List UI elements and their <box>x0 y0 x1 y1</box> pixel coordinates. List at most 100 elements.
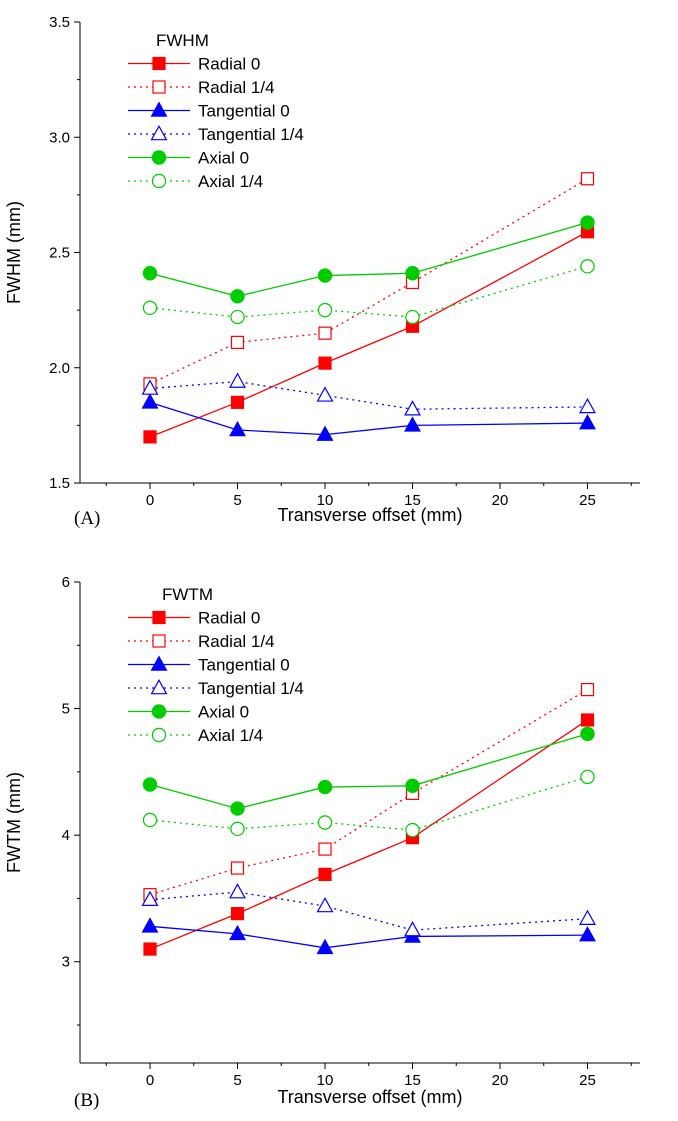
panel-label: (B) <box>74 1090 99 1111</box>
data-point <box>318 326 332 340</box>
legend-title: FWHM <box>156 31 209 50</box>
series-line <box>149 231 588 438</box>
x-tick-label: 25 <box>579 492 596 509</box>
data-point <box>580 682 595 697</box>
legend-marker <box>151 727 167 743</box>
data-point <box>141 917 159 933</box>
data-point <box>141 379 159 395</box>
y-tick-label: 4 <box>62 827 70 844</box>
data-point <box>230 395 245 409</box>
data-point <box>317 302 333 318</box>
data-point <box>230 309 245 325</box>
data-point <box>230 821 245 837</box>
legend-entry: Axial 0 <box>198 703 249 722</box>
legend-entry: Tangential 0 <box>198 656 290 675</box>
data-point <box>143 942 157 956</box>
x-tick-label: 20 <box>492 1072 509 1089</box>
data-point <box>579 414 596 430</box>
data-point <box>142 300 158 316</box>
panel-b: 0 5 10 15 20 25 3 4 5 6 Transverse offset (mm) FWTM… <box>4 574 640 1111</box>
legend-entry: Radial 1/4 <box>198 632 275 651</box>
data-point <box>142 812 158 828</box>
data-point <box>405 309 420 325</box>
panel-label: (A) <box>74 508 100 529</box>
legend-entry: Tangential 1/4 <box>198 679 304 698</box>
data-point <box>405 266 420 281</box>
data-point <box>580 713 595 727</box>
data-point <box>229 420 246 437</box>
x-tick-label: 15 <box>404 492 421 509</box>
data-point <box>141 890 159 906</box>
data-point <box>229 924 246 941</box>
data-point <box>405 822 420 838</box>
series-line <box>149 891 588 931</box>
x-tick-label: 5 <box>233 492 241 509</box>
series-line <box>149 401 588 436</box>
data-point <box>404 400 421 416</box>
legend-marker <box>150 678 168 695</box>
data-point <box>579 926 596 942</box>
data-point <box>230 907 245 921</box>
legend-title: FWTM <box>162 585 213 604</box>
data-point <box>318 842 332 856</box>
legend-marker <box>152 56 166 71</box>
legend-entry: Radial 0 <box>198 609 260 628</box>
panel-a: 0 5 10 15 20 25 1.5 2.0 2.5 3.0 3.5 Transverse offs… <box>4 14 640 529</box>
data-point <box>580 726 595 742</box>
data-point <box>580 172 595 186</box>
data-point <box>404 921 421 937</box>
x-tick-label: 0 <box>146 1072 154 1089</box>
data-point <box>142 266 158 281</box>
data-point <box>317 779 333 795</box>
series-line <box>149 776 588 831</box>
legend-marker <box>150 124 168 141</box>
legend-marker <box>152 610 166 625</box>
data-point <box>317 815 333 830</box>
legend-entry: Tangential 1/4 <box>198 125 304 144</box>
series-line <box>149 719 588 950</box>
x-axis-title: Transverse offset (mm) <box>277 1087 462 1107</box>
data-point <box>579 397 596 414</box>
x-tick-label: 10 <box>317 1072 334 1089</box>
series-line <box>149 925 588 949</box>
data-point <box>229 883 246 899</box>
legend-entry: Axial 0 <box>198 149 249 168</box>
y-tick-label: 6 <box>62 574 70 591</box>
legend-marker <box>150 101 168 117</box>
data-point <box>230 861 245 875</box>
y-tick-label: 3 <box>62 954 70 971</box>
legend-entry: Tangential 0 <box>198 102 290 121</box>
legend-entry: Radial 1/4 <box>198 78 275 97</box>
data-point <box>580 215 595 230</box>
legend-marker <box>152 634 166 648</box>
y-tick-label: 2.0 <box>49 360 70 377</box>
legend-marker <box>151 150 167 165</box>
data-point <box>318 867 332 881</box>
legend-marker <box>151 173 167 189</box>
data-point <box>143 430 157 444</box>
legend-marker <box>152 80 166 94</box>
y-axis-title: FWHM (mm) <box>4 201 24 304</box>
data-point <box>316 386 334 402</box>
y-axis-title: FWTM (mm) <box>4 772 24 873</box>
x-tick-label: 0 <box>146 492 154 509</box>
legend-entry: Axial 1/4 <box>198 172 263 191</box>
y-tick-label: 1.5 <box>49 475 70 492</box>
data-point <box>580 769 595 785</box>
legend-marker <box>151 704 167 719</box>
data-point <box>230 801 245 816</box>
x-tick-label: 5 <box>233 1072 241 1089</box>
data-point <box>230 335 245 349</box>
legend-entry: Axial 1/4 <box>198 726 263 745</box>
data-point <box>229 372 246 388</box>
data-point <box>316 896 334 913</box>
data-point <box>404 416 421 432</box>
y-tick-label: 3.0 <box>49 129 70 146</box>
x-tick-label: 20 <box>492 492 509 509</box>
y-tick-label: 5 <box>62 701 70 718</box>
data-point <box>141 393 159 409</box>
data-point <box>316 425 334 441</box>
data-point <box>318 356 332 370</box>
series-line <box>149 178 588 385</box>
